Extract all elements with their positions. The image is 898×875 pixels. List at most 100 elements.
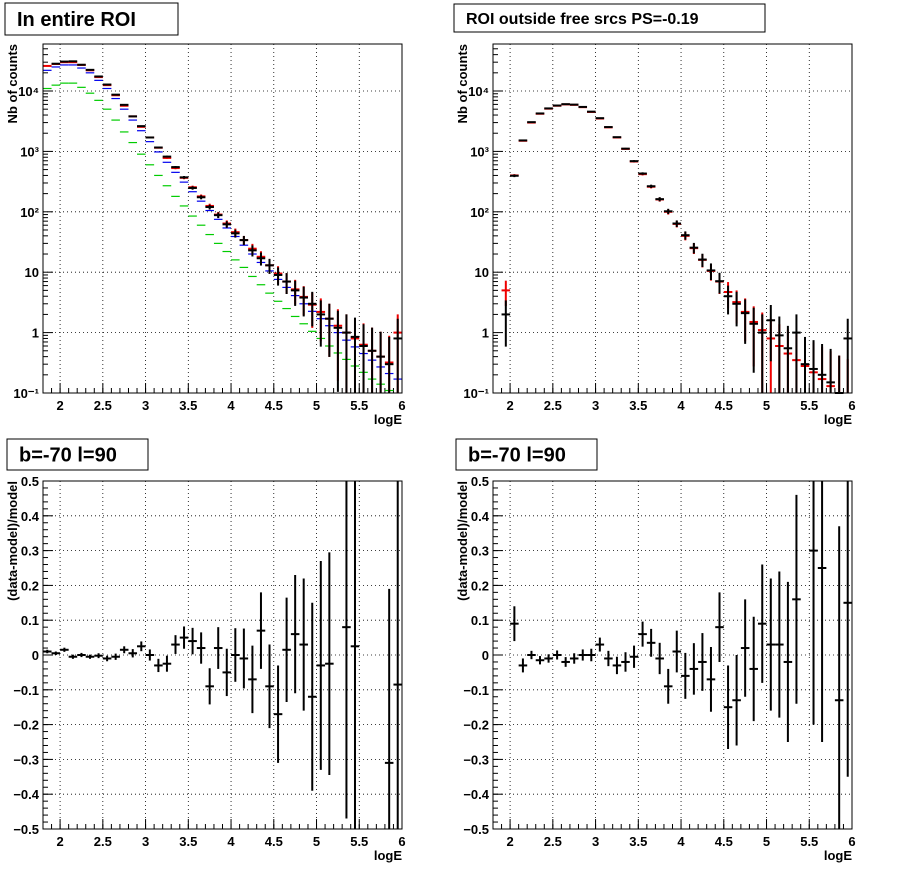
x-tick-label: 5.5 (800, 398, 818, 413)
chart-panel-4: 2 2.5 3 3.5 4 4.5 5 5.5 6 −0.5 −0.4 −0.3 −0.2 −0.1 0 0.… (455, 438, 856, 863)
x-axis-label: logE (374, 412, 402, 427)
chart-panel-2: 2 2.5 3 3.5 4 4.5 5 5.5 6 10⁻¹ 1 10 10² 10³ 10⁴ logE Nb … (453, 3, 856, 427)
y-tick-label: −0.3 (13, 752, 39, 767)
y-tick-label: 1 (482, 326, 489, 341)
y-tick-label: −0.5 (463, 822, 489, 837)
x-tick-label: 5 (763, 834, 770, 849)
x-tick-label: 4 (677, 398, 685, 413)
x-tick-label: 3.5 (629, 834, 647, 849)
chart-title: ROI outside free srcs PS=-0.19 (466, 11, 699, 28)
y-tick-label: −0.2 (13, 718, 39, 733)
x-tick-label: 3 (142, 398, 149, 413)
y-tick-label: 0.4 (471, 509, 490, 524)
x-tick-label: 6 (848, 834, 855, 849)
x-tick-label: 2 (506, 834, 513, 849)
x-tick-label: 6 (398, 834, 405, 849)
title-box (6, 438, 149, 471)
x-tick-label: 3 (592, 398, 599, 413)
x-tick-label: 3 (592, 834, 599, 849)
x-tick-label: 2 (56, 398, 63, 413)
y-tick-label: −0.2 (463, 718, 489, 733)
data-series-2 (501, 103, 852, 394)
title-box (453, 3, 766, 33)
x-tick-label: 6 (848, 398, 855, 413)
y-axis-label: (data-model)/model (5, 481, 20, 601)
x-tick-label: 4 (677, 834, 685, 849)
y-tick-label: −0.4 (463, 787, 489, 802)
x-tick-label: 6 (398, 398, 405, 413)
y-tick-label: 10² (470, 205, 489, 220)
y-tick-label: −0.5 (13, 822, 39, 837)
x-axis-label: logE (824, 412, 852, 427)
x-tick-label: 2.5 (544, 834, 562, 849)
x-tick-label: 3 (142, 834, 149, 849)
x-tick-label: 3.5 (179, 398, 197, 413)
x-tick-label: 5 (763, 398, 770, 413)
data-series-1 (43, 481, 402, 829)
y-tick-label: 0.3 (471, 544, 489, 559)
x-tick-label: 5 (313, 834, 320, 849)
y-tick-label: 0.2 (21, 578, 39, 593)
x-tick-label: 2 (506, 398, 513, 413)
x-tick-label: 2 (56, 834, 63, 849)
y-tick-label: 10⁴ (468, 84, 489, 99)
chart-title: b=-70 l=90 (19, 445, 117, 467)
plot-frame (492, 43, 853, 394)
x-tick-label: 5.5 (350, 398, 368, 413)
y-axis-label: (data-model)/model (455, 481, 470, 601)
y-tick-label: −0.1 (463, 683, 489, 698)
y-tick-label: 0 (32, 648, 39, 663)
chart-panel-1: 2 2.5 3 3.5 4 4.5 5 5.5 6 10⁻¹ 1 10 10² 10³ 10⁴ logE Nb … (4, 2, 406, 427)
y-tick-label: 10⁻¹ (13, 386, 39, 401)
x-tick-label: 2.5 (94, 398, 112, 413)
y-tick-label: 1 (32, 326, 39, 341)
x-tick-label: 4 (227, 834, 235, 849)
chart-title: b=-70 l=90 (468, 445, 566, 467)
data-series-4 (51, 60, 402, 393)
y-tick-label: −0.1 (13, 683, 39, 698)
x-tick-label: 5 (313, 398, 320, 413)
x-axis-label: logE (824, 848, 852, 863)
y-tick-label: 0.5 (21, 474, 39, 489)
y-tick-label: 10⁻¹ (463, 386, 489, 401)
y-tick-label: 0.1 (21, 613, 39, 628)
x-tick-label: 4.5 (265, 398, 283, 413)
chart-title: In entire ROI (17, 9, 136, 31)
x-tick-label: 3.5 (629, 398, 647, 413)
y-tick-label: 0.5 (471, 474, 489, 489)
x-tick-label: 3.5 (179, 834, 197, 849)
y-tick-label: −0.4 (13, 787, 39, 802)
x-tick-label: 4 (227, 398, 235, 413)
y-tick-label: 10⁴ (18, 84, 39, 99)
x-tick-label: 4.5 (265, 834, 283, 849)
plot-frame (492, 480, 853, 830)
x-tick-label: 5.5 (350, 834, 368, 849)
y-tick-label: 10² (20, 205, 39, 220)
plot-frame (42, 43, 403, 394)
x-tick-label: 5.5 (800, 834, 818, 849)
x-tick-label: 4.5 (715, 398, 733, 413)
y-tick-label: −0.3 (463, 752, 489, 767)
y-tick-label: 0 (482, 648, 489, 663)
title-box (455, 438, 598, 471)
y-tick-label: 0.4 (21, 509, 40, 524)
x-tick-label: 4.5 (715, 834, 733, 849)
x-tick-label: 2.5 (94, 834, 112, 849)
y-tick-label: 10³ (470, 144, 489, 159)
plot-area (493, 44, 852, 393)
x-tick-label: 2.5 (544, 398, 562, 413)
y-tick-label: 10³ (20, 144, 39, 159)
plot-frame (42, 480, 403, 830)
y-axis-label: Nb of counts (5, 44, 20, 123)
x-axis-label: logE (374, 848, 402, 863)
y-tick-label: 0.3 (21, 544, 39, 559)
plot-area (43, 44, 402, 393)
y-tick-label: 10 (475, 265, 489, 280)
plot-area (493, 481, 852, 829)
y-tick-label: 10 (25, 265, 39, 280)
title-box (4, 2, 179, 36)
y-tick-label: 0.1 (471, 613, 489, 628)
y-axis-label: Nb of counts (455, 44, 470, 123)
chart-panel-3: 2 2.5 3 3.5 4 4.5 5 5.5 6 −0.5 −0.4 −0.3 −0.2 −0.1 0 0.… (5, 438, 406, 863)
